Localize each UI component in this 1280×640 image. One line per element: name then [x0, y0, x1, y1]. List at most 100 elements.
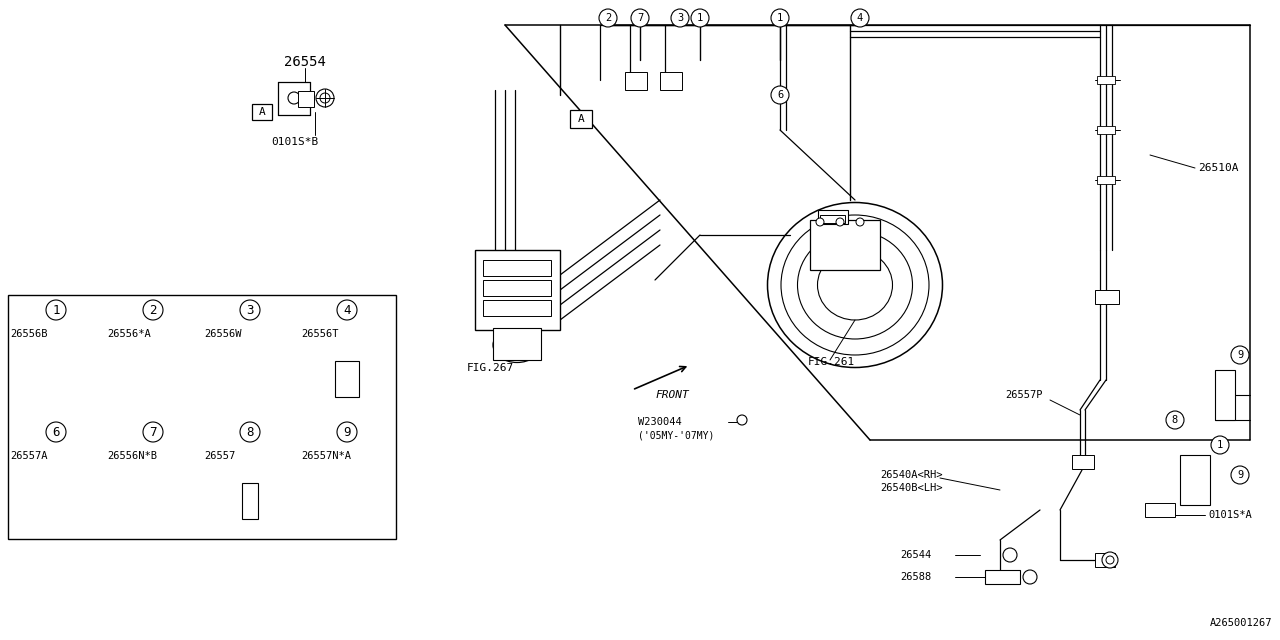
Circle shape: [145, 499, 154, 507]
Text: 6: 6: [52, 426, 60, 438]
Ellipse shape: [797, 231, 913, 339]
Text: 8: 8: [1172, 415, 1178, 425]
Circle shape: [288, 92, 300, 104]
Text: 6: 6: [777, 90, 783, 100]
Circle shape: [337, 422, 357, 442]
Text: 1: 1: [696, 13, 703, 23]
Circle shape: [337, 366, 347, 376]
Bar: [252, 104, 273, 120]
Circle shape: [347, 382, 357, 392]
Text: 2: 2: [605, 13, 611, 23]
Text: 26556*A: 26556*A: [108, 329, 151, 339]
Circle shape: [1166, 411, 1184, 429]
Circle shape: [253, 389, 262, 399]
Circle shape: [1231, 346, 1249, 364]
Text: 26588: 26588: [900, 572, 932, 582]
Circle shape: [817, 218, 824, 226]
Text: ('05MY-'07MY): ('05MY-'07MY): [637, 430, 714, 440]
Text: FRONT: FRONT: [655, 390, 689, 400]
Bar: [483, 280, 550, 296]
Text: A265001267: A265001267: [1210, 618, 1272, 628]
Circle shape: [243, 380, 257, 394]
Circle shape: [671, 9, 689, 27]
Circle shape: [346, 488, 356, 498]
Text: 26540B<LH>: 26540B<LH>: [881, 483, 942, 493]
Bar: [298, 91, 314, 107]
Bar: [625, 72, 646, 90]
Text: 26557: 26557: [204, 451, 236, 461]
Bar: [1215, 370, 1235, 420]
Bar: [1146, 503, 1175, 517]
Text: 26557N*A: 26557N*A: [301, 451, 351, 461]
Ellipse shape: [781, 215, 929, 355]
Text: A: A: [577, 114, 585, 124]
Circle shape: [771, 9, 788, 27]
Text: W230044: W230044: [637, 417, 682, 427]
Circle shape: [154, 499, 161, 507]
Text: 1: 1: [52, 303, 60, 317]
Circle shape: [143, 422, 163, 442]
Bar: [810, 220, 881, 270]
Circle shape: [631, 9, 649, 27]
Circle shape: [316, 89, 334, 107]
Text: 0101S*B: 0101S*B: [271, 137, 319, 147]
Bar: [986, 570, 1020, 584]
Circle shape: [599, 9, 617, 27]
Circle shape: [1023, 570, 1037, 584]
Text: 26557P: 26557P: [1005, 390, 1042, 400]
Circle shape: [355, 363, 364, 371]
Circle shape: [737, 415, 748, 425]
Circle shape: [851, 9, 869, 27]
Circle shape: [346, 502, 356, 512]
Circle shape: [691, 9, 709, 27]
Text: 26510A: 26510A: [1198, 163, 1239, 173]
Bar: [1097, 76, 1115, 84]
Text: 26554: 26554: [284, 55, 326, 69]
Circle shape: [836, 218, 844, 226]
Bar: [1094, 553, 1115, 567]
Text: 26556W: 26556W: [204, 329, 242, 339]
Bar: [8, 295, 396, 539]
Text: 1: 1: [777, 13, 783, 23]
Ellipse shape: [493, 328, 541, 362]
Circle shape: [1155, 505, 1165, 515]
Circle shape: [241, 422, 260, 442]
Circle shape: [244, 485, 256, 497]
Text: 4: 4: [343, 303, 351, 317]
Circle shape: [46, 300, 67, 320]
Circle shape: [320, 93, 330, 103]
Bar: [1073, 455, 1094, 469]
Text: 26556T: 26556T: [301, 329, 338, 339]
Circle shape: [143, 300, 163, 320]
Ellipse shape: [768, 202, 942, 367]
Text: 9: 9: [1236, 470, 1243, 480]
Text: 3: 3: [246, 303, 253, 317]
Text: 9: 9: [1236, 350, 1243, 360]
Text: 26557A: 26557A: [10, 451, 47, 461]
Bar: [1094, 290, 1119, 304]
Bar: [660, 72, 682, 90]
Text: A: A: [259, 107, 265, 117]
Circle shape: [49, 496, 58, 506]
Circle shape: [1004, 548, 1018, 562]
Circle shape: [46, 422, 67, 442]
Text: FIG.267: FIG.267: [467, 363, 515, 373]
Circle shape: [1231, 466, 1249, 484]
Text: 26544: 26544: [900, 550, 932, 560]
Text: 9: 9: [343, 426, 351, 438]
Bar: [1180, 455, 1210, 505]
Bar: [493, 328, 541, 360]
Text: 26556N*B: 26556N*B: [108, 451, 157, 461]
Circle shape: [47, 377, 58, 387]
Ellipse shape: [818, 250, 892, 320]
Circle shape: [56, 371, 64, 379]
Text: 7: 7: [150, 426, 156, 438]
Circle shape: [1106, 556, 1114, 564]
Circle shape: [771, 86, 788, 104]
Text: 0101S*A: 0101S*A: [1208, 510, 1252, 520]
Text: 3: 3: [677, 13, 684, 23]
Text: 1: 1: [1217, 440, 1224, 450]
Circle shape: [1211, 436, 1229, 454]
Text: 4: 4: [856, 13, 863, 23]
Bar: [570, 110, 591, 128]
